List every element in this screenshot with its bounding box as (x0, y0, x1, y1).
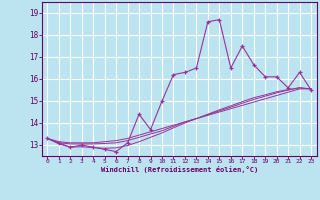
X-axis label: Windchill (Refroidissement éolien,°C): Windchill (Refroidissement éolien,°C) (100, 166, 258, 173)
